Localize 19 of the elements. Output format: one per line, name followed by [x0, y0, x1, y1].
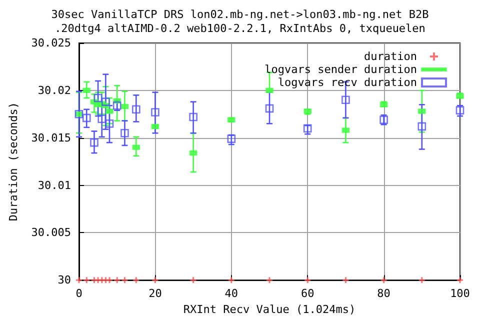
chart-title: 30sec VanillaTCP DRS lon02.mb-ng.net->lon03.mb-ng.net B2B [51, 8, 430, 21]
y-tick-label: 30.015 [31, 131, 71, 144]
y-tick-label: 30.02 [38, 84, 71, 97]
x-axis-title: RXInt Recv Value (1.024ms) [183, 303, 356, 316]
legend-label: logvars sender duration [264, 63, 417, 76]
x-tick-label: 40 [224, 287, 238, 300]
x-tick-label: 60 [300, 287, 314, 300]
x-tick-label: 100 [450, 287, 470, 300]
y-tick-label: 30.025 [31, 36, 71, 50]
x-tick-label: 0 [76, 287, 82, 300]
legend-label: duration [364, 50, 417, 63]
y-tick-label: 30 [58, 274, 71, 287]
y-tick-label: 30.005 [31, 226, 71, 240]
x-tick-label: 20 [148, 287, 162, 300]
chart-subtitle: .20dtg4 altAIMD-0.2 web100-2.2.1, RxIntAbs 0, txqueuelen [54, 22, 426, 35]
x-tick-label: 80 [377, 287, 390, 300]
legend-label: logvars recv duration [278, 76, 417, 89]
y-axis-title: Duration (seconds) [7, 102, 20, 222]
y-tick-label: 30.01 [38, 178, 71, 192]
